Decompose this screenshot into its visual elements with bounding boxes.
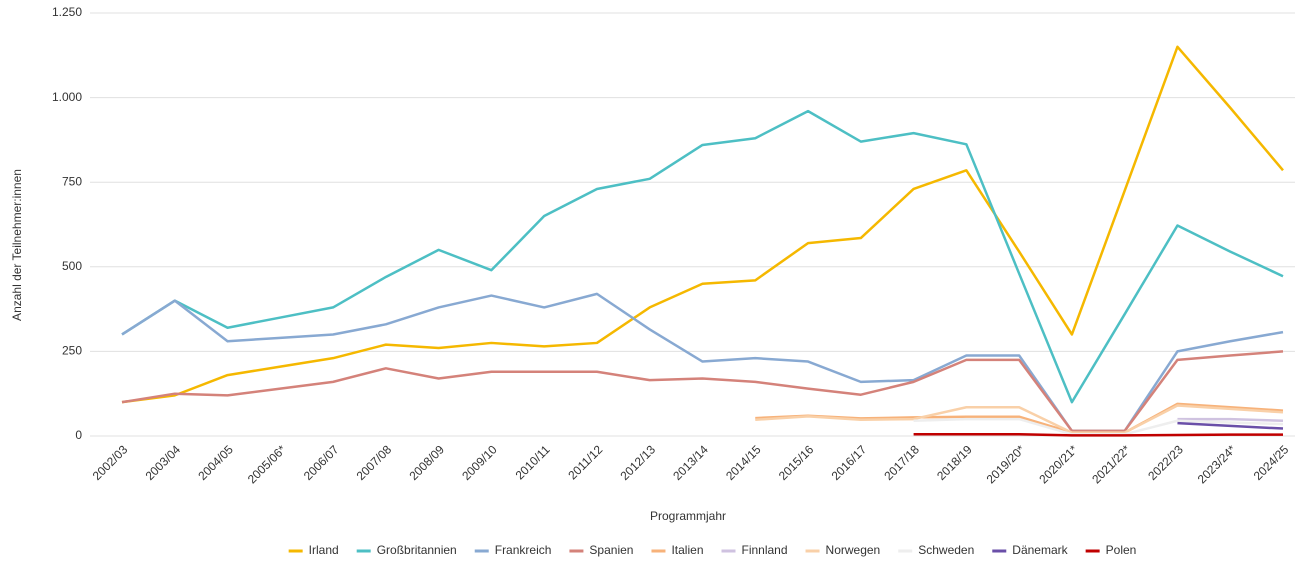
x-axis-label: Programmjahr <box>650 509 726 523</box>
x-tick-label: 2018/19 <box>934 442 975 483</box>
x-tick-label: 2013/14 <box>670 442 711 483</box>
legend-label: Frankreich <box>495 543 552 557</box>
y-tick-label: 1.250 <box>52 5 82 19</box>
legend-label: Spanien <box>589 543 633 557</box>
y-axis-label: Anzahl der Teilnehmer:innen <box>10 169 24 321</box>
series-line <box>755 404 1284 434</box>
series-line <box>121 350 1284 433</box>
x-tick-label: 2007/08 <box>354 442 395 483</box>
x-tick-label: 2008/09 <box>406 442 447 483</box>
x-tick-label: 2002/03 <box>90 442 131 483</box>
x-tick-label: 2021/22* <box>1089 442 1133 486</box>
x-tick-label: 2020/21* <box>1036 442 1080 486</box>
series-line <box>1177 417 1284 423</box>
x-tick-label: 2009/10 <box>459 442 500 483</box>
legend-label: Irland <box>309 543 339 557</box>
x-tick-label: 2019/20* <box>984 442 1028 486</box>
x-tick-label: 2006/07 <box>301 442 342 483</box>
x-tick-label: 2003/04 <box>143 442 184 483</box>
legend-label: Italien <box>671 543 703 557</box>
y-tick-label: 750 <box>62 174 82 188</box>
y-tick-label: 250 <box>62 344 82 358</box>
x-tick-label: 2024/25 <box>1251 442 1292 483</box>
x-tick-label: 2016/17 <box>829 442 870 483</box>
x-tick-label: 2014/15 <box>723 442 764 483</box>
legend: Irland Großbritannien Frankreich Spanien Ita… <box>288 543 1137 557</box>
legend-label: Dänemark <box>1012 543 1068 557</box>
y-tick-label: 1.000 <box>52 90 82 104</box>
x-tick-label: 2004/05 <box>195 442 236 483</box>
series-line <box>913 433 1283 437</box>
x-tick-label: 2012/13 <box>618 442 659 483</box>
x-tick-label: 2023/24* <box>1195 442 1239 486</box>
legend-label: Norwegen <box>826 543 881 557</box>
y-tick-label: 0 <box>75 428 82 442</box>
legend-label: Finnland <box>742 543 788 557</box>
series-line <box>121 45 1284 404</box>
series-line <box>1177 421 1284 430</box>
y-tick-label: 500 <box>62 259 82 273</box>
legend-label: Schweden <box>918 543 974 557</box>
x-tick-label: 2017/18 <box>881 442 922 483</box>
x-tick-label: 2022/23 <box>1145 442 1186 483</box>
series-line <box>121 109 1284 404</box>
x-tick-label: 2005/06* <box>245 442 289 486</box>
x-tick-label: 2010/11 <box>513 442 553 482</box>
legend-label: Polen <box>1106 543 1137 557</box>
x-tick-label: 2015/16 <box>776 442 817 483</box>
x-tick-label: 2011/12 <box>565 442 605 482</box>
legend-label: Großbritannien <box>377 543 457 557</box>
